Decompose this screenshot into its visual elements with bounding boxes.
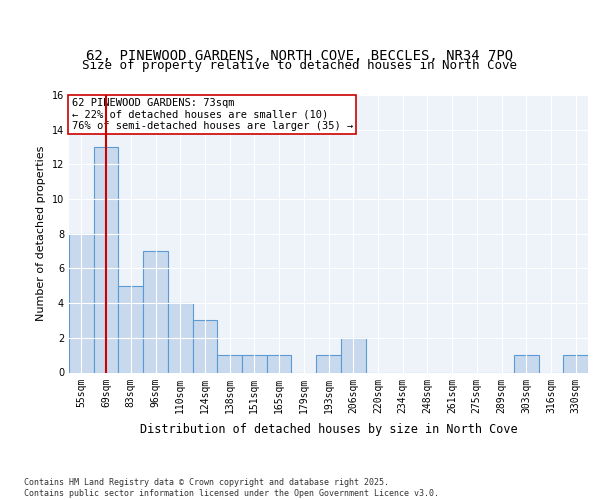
Bar: [563, 355, 588, 372]
Text: Size of property relative to detached houses in North Cove: Size of property relative to detached ho…: [83, 60, 517, 72]
Bar: [193, 320, 217, 372]
Bar: [168, 303, 193, 372]
Text: 62 PINEWOOD GARDENS: 73sqm
← 22% of detached houses are smaller (10)
76% of semi: 62 PINEWOOD GARDENS: 73sqm ← 22% of deta…: [71, 98, 353, 131]
Bar: [217, 355, 242, 372]
Bar: [242, 355, 267, 372]
Bar: [267, 355, 292, 372]
Bar: [341, 338, 365, 372]
Bar: [69, 234, 94, 372]
Text: Distribution of detached houses by size in North Cove: Distribution of detached houses by size …: [140, 422, 518, 436]
Bar: [143, 251, 168, 372]
Bar: [316, 355, 341, 372]
Bar: [118, 286, 143, 372]
Y-axis label: Number of detached properties: Number of detached properties: [36, 146, 46, 322]
Text: 62, PINEWOOD GARDENS, NORTH COVE, BECCLES, NR34 7PQ: 62, PINEWOOD GARDENS, NORTH COVE, BECCLE…: [86, 48, 514, 62]
Bar: [94, 147, 118, 372]
Text: Contains HM Land Registry data © Crown copyright and database right 2025.
Contai: Contains HM Land Registry data © Crown c…: [24, 478, 439, 498]
Bar: [514, 355, 539, 372]
